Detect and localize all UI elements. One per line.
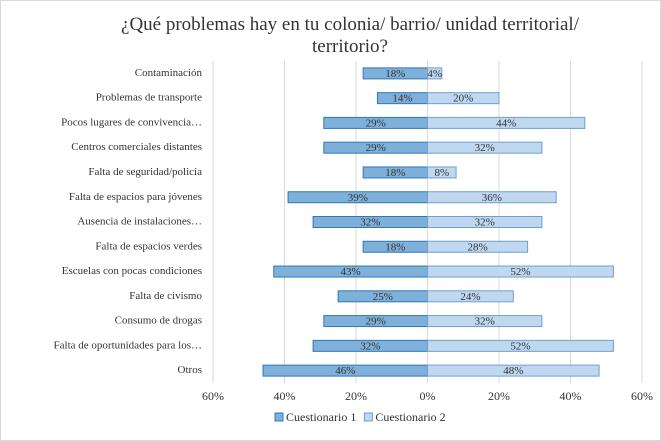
legend-label: Cuestionario 1 [286,410,356,424]
data-label: 32% [475,142,495,154]
data-label: 8% [434,167,449,179]
bar [427,92,500,105]
x-tick-label: 20% [488,389,510,403]
category-label: Falta de oportunidades para los… [54,339,202,351]
data-label: 39% [348,192,368,204]
data-label: 14% [392,93,412,105]
bar [427,166,457,179]
data-label: 20% [453,93,473,105]
category-label: Falta de espacios verdes [95,240,202,252]
x-tick-label: 60% [202,389,224,403]
category-label: Falta de espacios para jóvenes [69,191,202,203]
data-label: 32% [475,316,495,328]
category-label: Falta de seguridad/policía [88,166,202,178]
bar [427,116,586,129]
bar [427,315,543,328]
data-label: 25% [373,291,393,303]
data-label: 32% [360,340,380,352]
data-label: 44% [496,117,516,129]
x-tick-label: 40% [274,389,296,403]
category-label: Contaminación [135,67,203,79]
bar [427,364,600,377]
legend-swatch [363,412,373,422]
data-label: 48% [503,365,523,377]
bar [427,290,514,303]
bar [427,216,543,228]
bar [427,339,614,352]
data-label: 52% [510,266,530,278]
category-label: Pocos lugares de convivencia… [61,116,202,128]
bar [427,240,529,253]
data-label: 18% [385,68,405,80]
category-label: Centros comerciales distantes [71,141,202,153]
bar [427,191,557,204]
x-tick-label: 0% [420,389,436,403]
data-label: 29% [366,316,386,328]
x-tick-label: 40% [560,389,582,403]
data-label: 32% [475,217,495,229]
category-label: Problemas de transporte [96,92,202,104]
category-label: Escuelas con pocas condiciones [62,265,202,277]
x-tick-label: 60% [631,389,653,403]
data-label: 29% [366,117,386,129]
data-label: 43% [341,266,361,278]
data-label: 32% [360,217,380,229]
bar [427,141,543,154]
chart-title: ¿Qué problemas hay en tu colonia/ barrio… [121,14,579,57]
legend-swatch [274,412,284,422]
data-label: 4% [427,68,442,80]
category-label: Consumo de drogas [115,315,202,327]
legend-label: Cuestionario 2 [375,410,445,424]
x-tick-label: 20% [345,389,367,403]
data-label: 18% [385,167,405,179]
bar [427,67,443,80]
bar [427,265,614,278]
data-label: 52% [510,340,530,352]
data-label: 46% [335,365,355,377]
data-label: 18% [385,241,405,253]
category-label: Falta de civismo [129,290,202,302]
data-label: 29% [366,142,386,154]
data-label: 28% [467,241,487,253]
category-label: Ausencia de instalaciones… [77,216,202,228]
data-label: 24% [460,291,480,303]
data-label: 36% [482,192,502,204]
category-label: Otros [178,364,202,376]
